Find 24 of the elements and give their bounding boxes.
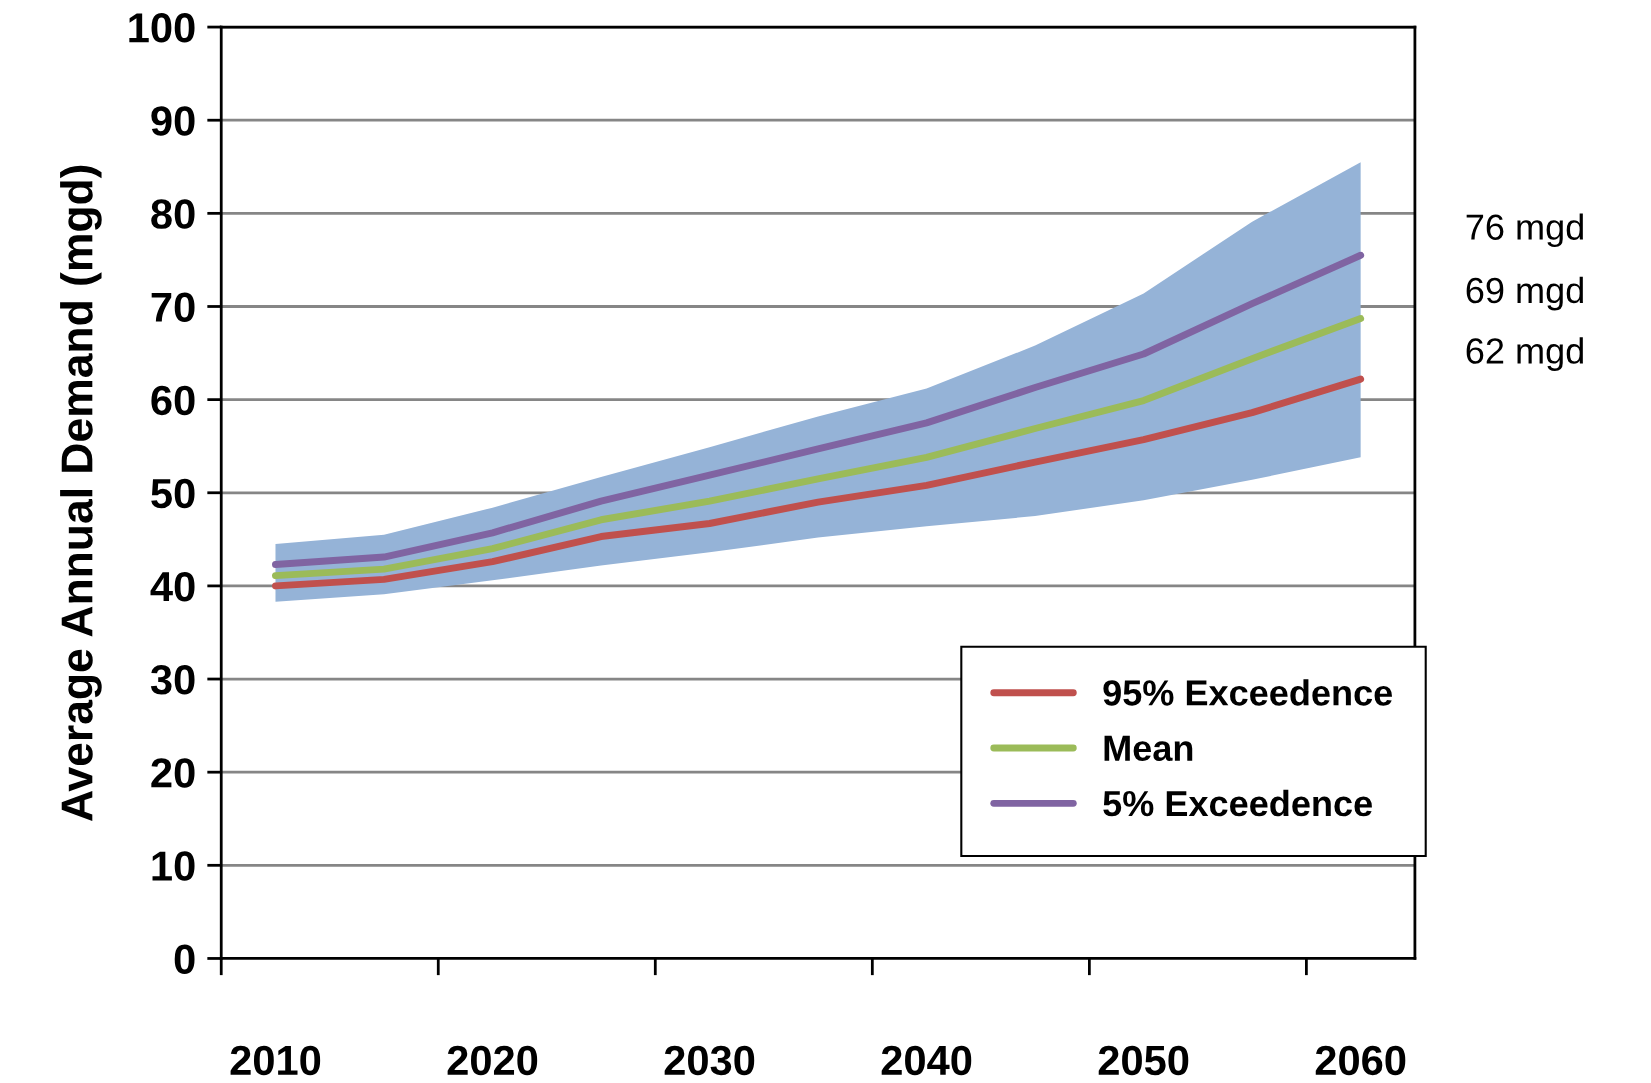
y-tick-label: 50 xyxy=(151,478,195,509)
legend-label: Mean xyxy=(1104,735,1193,762)
y-tick-label: 80 xyxy=(151,199,195,229)
x-tick-label: 2010 xyxy=(230,1045,321,1076)
y-tick-label: 60 xyxy=(151,385,195,416)
annotation: 62 mgd xyxy=(1466,337,1583,371)
x-tick-label: 2050 xyxy=(1098,1045,1189,1076)
legend-label: 5% Exceedence xyxy=(1103,789,1372,817)
x-tick-label: 2020 xyxy=(447,1045,538,1076)
annotation: 76 mgd xyxy=(1466,213,1583,248)
y-tick-label: 40 xyxy=(150,571,195,602)
y-tick-label: 90 xyxy=(151,106,195,136)
y-tick-label: 30 xyxy=(150,665,195,695)
y-tick-label: 20 xyxy=(151,758,195,788)
y-tick-label: 0 xyxy=(174,944,195,974)
x-tick-label: 2060 xyxy=(1315,1045,1406,1076)
y-tick-label: 100 xyxy=(129,13,195,43)
x-tick-label: 2040 xyxy=(881,1045,972,1076)
legend-label: 95% Exceedence xyxy=(1103,679,1393,706)
y-tick-label: 10 xyxy=(152,851,195,881)
annotation: 69 mgd xyxy=(1466,276,1583,311)
y-tick-label: 70 xyxy=(151,292,195,322)
y-axis-title: Average Annual Demand (mgd) xyxy=(60,165,102,821)
x-tick-label: 2030 xyxy=(664,1045,755,1076)
